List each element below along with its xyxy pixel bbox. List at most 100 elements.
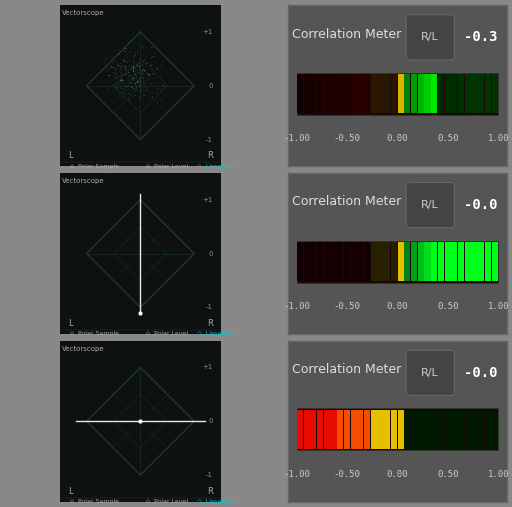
Point: [158, 95, 166, 103]
Point: [106, 53, 115, 61]
Point: [132, 81, 140, 89]
Point: [129, 58, 137, 66]
Point: [129, 83, 137, 91]
Point: [124, 67, 133, 75]
Point: [133, 63, 141, 71]
Point: [102, 61, 110, 69]
Point: [141, 67, 149, 75]
Text: ⌂  Polar Level: ⌂ Polar Level: [146, 164, 188, 169]
Point: [142, 53, 151, 61]
Bar: [492, 242, 498, 281]
Point: [141, 57, 150, 65]
Point: [105, 66, 113, 75]
Point: [121, 55, 130, 63]
Bar: [297, 242, 303, 281]
Text: Correlation Meter: Correlation Meter: [292, 27, 401, 41]
Bar: [377, 75, 383, 113]
Point: [143, 78, 151, 86]
Text: ◇  Lissajous: ◇ Lissajous: [197, 164, 234, 169]
Bar: [304, 75, 310, 113]
Point: [132, 79, 140, 87]
Point: [124, 76, 132, 84]
Point: [118, 83, 126, 91]
Point: [127, 66, 135, 75]
Point: [117, 60, 125, 68]
Point: [138, 61, 146, 69]
Bar: [391, 242, 397, 281]
Bar: [404, 410, 411, 449]
Point: [109, 81, 117, 89]
Point: [124, 69, 132, 77]
Point: [119, 77, 127, 85]
Point: [135, 68, 143, 76]
Point: [112, 63, 120, 71]
Point: [148, 62, 156, 70]
Point: [116, 63, 124, 71]
Point: [148, 92, 156, 100]
Point: [134, 78, 142, 86]
Point: [136, 62, 144, 70]
Bar: [330, 410, 336, 449]
Point: [122, 70, 131, 78]
Bar: [391, 75, 397, 113]
Point: [137, 69, 145, 78]
Point: [161, 83, 169, 91]
Point: [100, 66, 108, 74]
Point: [129, 93, 137, 101]
Point: [122, 106, 131, 115]
Point: [133, 62, 141, 70]
Point: [133, 83, 141, 91]
Point: [129, 77, 137, 85]
Point: [109, 68, 117, 77]
Point: [115, 35, 123, 44]
Point: [112, 74, 120, 82]
Text: -0.0: -0.0: [464, 198, 497, 212]
Point: [135, 87, 143, 95]
Point: [165, 56, 173, 64]
Point: [119, 79, 127, 87]
Point: [128, 92, 136, 100]
Text: +1: +1: [203, 365, 213, 371]
Point: [122, 57, 130, 65]
Point: [121, 63, 130, 71]
Text: 0.00: 0.00: [387, 470, 408, 479]
Point: [133, 86, 141, 94]
Bar: [438, 410, 444, 449]
Point: [137, 46, 145, 54]
Text: ◇  Lissajous: ◇ Lissajous: [197, 332, 234, 337]
Point: [125, 76, 134, 84]
Text: Correlation Meter: Correlation Meter: [292, 195, 401, 208]
Point: [113, 66, 121, 74]
Point: [138, 69, 146, 77]
Bar: [458, 242, 464, 281]
Point: [123, 58, 131, 66]
Point: [157, 62, 165, 70]
Point: [128, 64, 136, 73]
Bar: [404, 75, 411, 113]
Point: [112, 68, 120, 76]
Point: [129, 61, 137, 69]
Point: [114, 61, 122, 69]
Point: [135, 82, 143, 90]
Point: [134, 68, 142, 77]
Point: [122, 50, 130, 58]
Bar: [438, 242, 444, 281]
Point: [141, 56, 149, 64]
Point: [129, 56, 137, 64]
Point: [136, 81, 144, 89]
FancyBboxPatch shape: [296, 73, 498, 115]
Point: [144, 86, 152, 94]
Point: [126, 79, 135, 87]
Point: [157, 87, 165, 95]
Bar: [337, 242, 343, 281]
Point: [134, 61, 142, 69]
Point: [124, 91, 133, 99]
Bar: [451, 242, 457, 281]
Bar: [304, 242, 310, 281]
Text: R: R: [207, 151, 213, 160]
Point: [137, 86, 145, 94]
Bar: [330, 242, 336, 281]
Bar: [451, 410, 457, 449]
Point: [135, 88, 143, 96]
Point: [115, 78, 123, 86]
